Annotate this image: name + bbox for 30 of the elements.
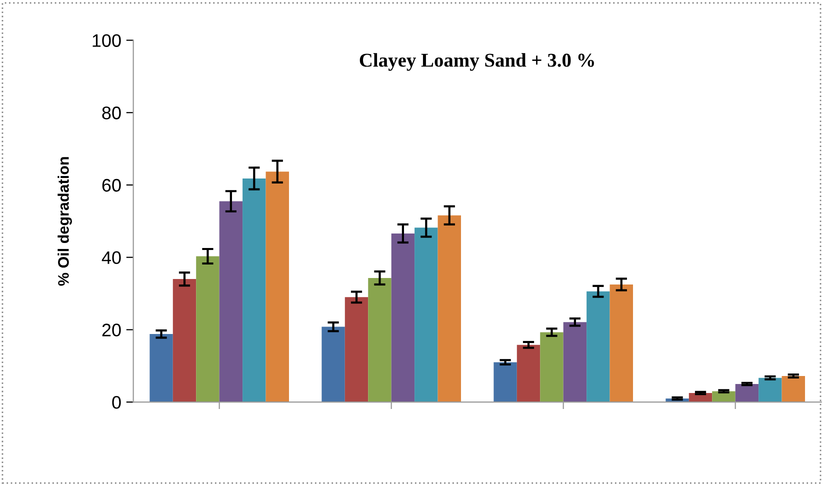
y-tick-label: 80 [102, 106, 121, 120]
bar [150, 334, 173, 402]
bar [494, 362, 517, 402]
bar [516, 344, 540, 402]
bar [782, 376, 806, 402]
y-tick-label: 60 [102, 178, 121, 192]
bar [368, 278, 392, 402]
bar [563, 322, 587, 402]
y-tick-label: 20 [102, 324, 121, 336]
bar [735, 384, 759, 402]
bar [758, 378, 782, 402]
bar [414, 228, 438, 402]
y-tick-label: 40 [102, 251, 121, 264]
bar [391, 233, 415, 402]
bar [322, 326, 345, 402]
bar [196, 256, 220, 402]
y-tick-label: 0 [112, 396, 121, 409]
bar [219, 201, 243, 402]
bar [266, 172, 289, 402]
y-tick-label: 100 [92, 34, 121, 47]
bar [586, 291, 610, 402]
bar [344, 297, 368, 402]
y-axis-title: % Oil degradation [58, 157, 72, 286]
bar [610, 284, 634, 402]
bar [242, 178, 266, 402]
bar [172, 279, 196, 402]
bar [540, 332, 564, 402]
text: Clayey Loamy Sand + 3.0 % [360, 53, 594, 71]
bar [438, 215, 461, 402]
bar [712, 391, 736, 402]
